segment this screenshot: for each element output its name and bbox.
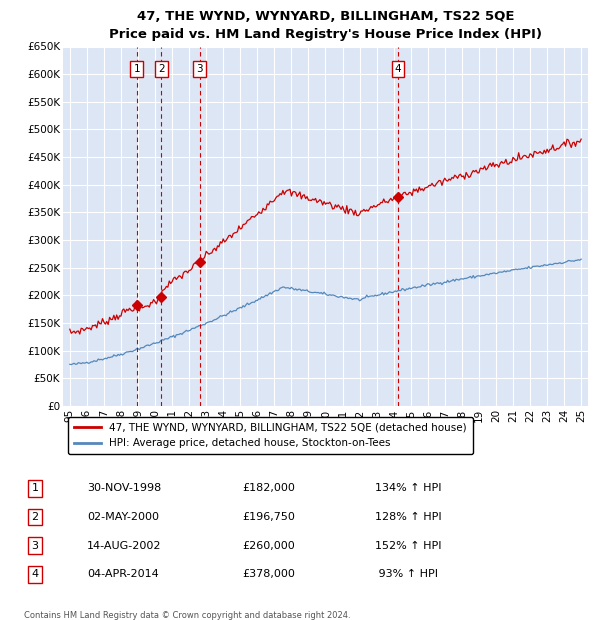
Text: 152% ↑ HPI: 152% ↑ HPI (375, 541, 442, 551)
Text: 134% ↑ HPI: 134% ↑ HPI (375, 484, 442, 494)
Text: 30-NOV-1998: 30-NOV-1998 (87, 484, 161, 494)
Text: £260,000: £260,000 (242, 541, 295, 551)
Text: 2: 2 (158, 64, 164, 74)
Legend: 47, THE WYND, WYNYARD, BILLINGHAM, TS22 5QE (detached house), HPI: Average price: 47, THE WYND, WYNYARD, BILLINGHAM, TS22 … (68, 417, 473, 454)
Text: 3: 3 (196, 64, 203, 74)
Text: £196,750: £196,750 (242, 512, 295, 522)
Text: 1: 1 (133, 64, 140, 74)
Text: 04-APR-2014: 04-APR-2014 (87, 569, 158, 579)
Text: 4: 4 (395, 64, 401, 74)
Text: 93% ↑ HPI: 93% ↑ HPI (375, 569, 438, 579)
Text: 3: 3 (32, 541, 38, 551)
Text: 02-MAY-2000: 02-MAY-2000 (87, 512, 159, 522)
Text: Contains HM Land Registry data © Crown copyright and database right 2024.
This d: Contains HM Land Registry data © Crown c… (23, 611, 350, 620)
Text: 4: 4 (31, 569, 38, 579)
Text: 1: 1 (32, 484, 38, 494)
Title: 47, THE WYND, WYNYARD, BILLINGHAM, TS22 5QE
Price paid vs. HM Land Registry's Ho: 47, THE WYND, WYNYARD, BILLINGHAM, TS22 … (109, 10, 542, 41)
Text: £378,000: £378,000 (242, 569, 295, 579)
Text: £182,000: £182,000 (242, 484, 295, 494)
Text: 128% ↑ HPI: 128% ↑ HPI (375, 512, 442, 522)
Text: 2: 2 (31, 512, 38, 522)
Text: 14-AUG-2002: 14-AUG-2002 (87, 541, 161, 551)
